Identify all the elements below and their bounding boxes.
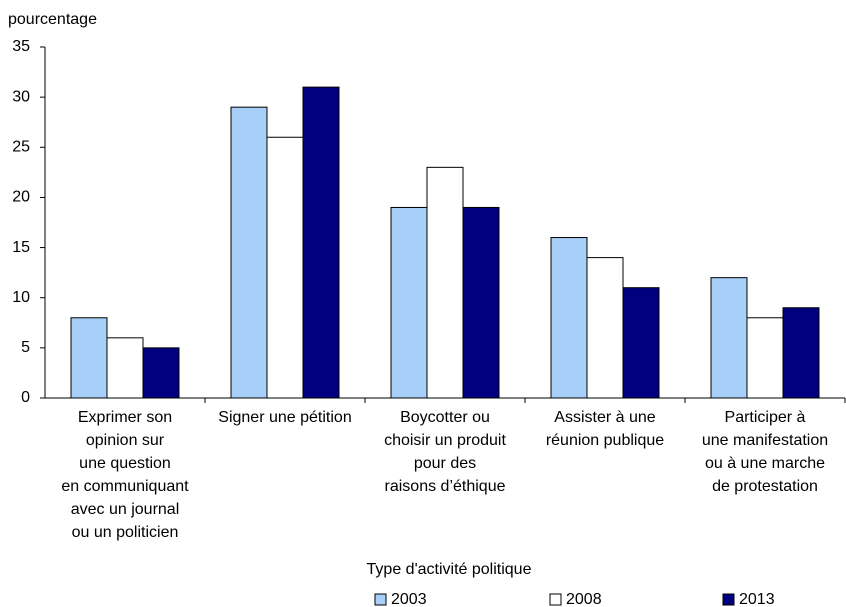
x-tick-label: Signer une pétition bbox=[218, 409, 351, 426]
bar bbox=[550, 237, 588, 399]
bar bbox=[70, 317, 108, 399]
x-tick-label: en communiquant bbox=[61, 478, 189, 495]
x-tick-label: avec un journal bbox=[71, 501, 180, 518]
x-tick-label: opinion sur bbox=[86, 432, 165, 449]
bar bbox=[390, 206, 428, 399]
x-tick-label: de protestation bbox=[712, 478, 818, 495]
bar bbox=[426, 166, 464, 399]
x-tick-label: une question bbox=[79, 455, 171, 472]
bar bbox=[622, 287, 660, 399]
legend-label: 2003 bbox=[391, 591, 427, 607]
bar bbox=[710, 277, 748, 399]
x-tick-label: Participer à bbox=[725, 409, 806, 426]
bar bbox=[462, 206, 500, 399]
legend-swatch bbox=[722, 593, 735, 606]
x-tick-label: choisir un produit bbox=[384, 432, 506, 449]
legend-swatch bbox=[549, 593, 562, 606]
x-tick-label: Boycotter ou bbox=[400, 409, 490, 426]
y-tick-label: 35 bbox=[12, 38, 30, 55]
y-tick-label: 15 bbox=[12, 239, 30, 256]
bar bbox=[746, 317, 784, 399]
y-tick-label: 0 bbox=[21, 389, 30, 406]
y-tick-label: 25 bbox=[12, 139, 30, 156]
bar bbox=[302, 86, 340, 399]
bar bbox=[142, 347, 180, 399]
x-tick-label: ou à une marche bbox=[705, 455, 825, 472]
bar bbox=[586, 257, 624, 399]
x-tick-label: pour des bbox=[414, 455, 476, 472]
x-tick-label: réunion publique bbox=[546, 432, 664, 449]
y-axis-label: pourcentage bbox=[8, 11, 97, 28]
x-tick-label: une manifestation bbox=[702, 432, 828, 449]
y-tick-label: 5 bbox=[21, 339, 30, 356]
legend-label: 2008 bbox=[566, 591, 602, 607]
bar bbox=[266, 136, 304, 399]
y-tick-label: 20 bbox=[12, 189, 30, 206]
x-tick-label: ou un politicien bbox=[72, 524, 179, 541]
legend-swatch bbox=[374, 593, 387, 606]
bar bbox=[782, 307, 820, 399]
bar bbox=[106, 337, 144, 399]
bar bbox=[230, 106, 268, 399]
x-tick-label: Assister à une bbox=[554, 409, 655, 426]
legend-label: 2013 bbox=[739, 591, 775, 607]
x-tick-label: raisons d’éthique bbox=[385, 478, 506, 495]
y-tick-label: 10 bbox=[12, 289, 30, 306]
y-tick-label: 30 bbox=[12, 88, 30, 105]
x-axis-label: Type d'activité politique bbox=[367, 561, 532, 578]
x-tick-label: Exprimer son bbox=[78, 409, 172, 426]
